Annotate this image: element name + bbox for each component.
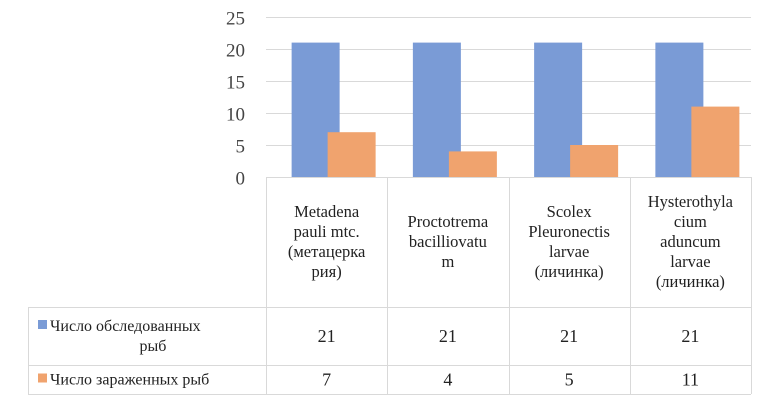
category-label: m: [441, 252, 454, 271]
data-label: 21: [439, 326, 457, 346]
data-label: 21: [318, 326, 336, 346]
category-label: pauli mtc.: [294, 222, 360, 241]
bar-series-2: [327, 132, 376, 177]
bar-series-2: [570, 145, 619, 177]
y-tick-label: 0: [236, 169, 246, 190]
y-axis-ticks: 0 5 10 15 20 25: [226, 9, 245, 190]
bar-series-2: [691, 106, 740, 177]
bar-series-2: [448, 151, 497, 177]
data-label: 4: [443, 370, 452, 390]
category-label: bacilliovatu: [409, 232, 487, 251]
data-label: 7: [322, 370, 331, 390]
category-label: Hysterothyla: [648, 192, 734, 211]
legend-swatch: [38, 373, 47, 383]
category-label: larvae: [549, 242, 589, 261]
y-tick-label: 20: [226, 41, 245, 62]
legend-label: Число зараженных рыб: [50, 372, 209, 389]
data-label: 11: [682, 370, 699, 390]
category-label: larvae: [670, 252, 710, 271]
y-tick-label: 15: [226, 73, 245, 94]
category-label: Pleuronectis: [528, 222, 610, 241]
category-label: Proctotrema: [408, 212, 489, 231]
category-label: (личинка): [535, 262, 604, 281]
category-label: (личинка): [656, 272, 725, 291]
y-tick-label: 25: [226, 9, 245, 30]
data-label: 5: [565, 370, 574, 390]
legend-label: Число обследованных: [50, 318, 201, 335]
data-label: 21: [560, 326, 578, 346]
category-label: aduncum: [660, 232, 721, 251]
y-tick-label: 5: [236, 137, 246, 158]
bars: [291, 42, 740, 177]
category-label: Scolex: [547, 202, 593, 221]
category-label: рия): [312, 262, 342, 281]
category-label: cium: [674, 212, 707, 231]
legend-swatch: [38, 320, 47, 329]
legend-label: рыб: [140, 338, 167, 355]
category-label: Metadena: [294, 202, 360, 221]
category-label: (метацерка: [288, 242, 366, 261]
y-tick-label: 10: [226, 105, 245, 126]
data-label: 21: [681, 326, 699, 346]
